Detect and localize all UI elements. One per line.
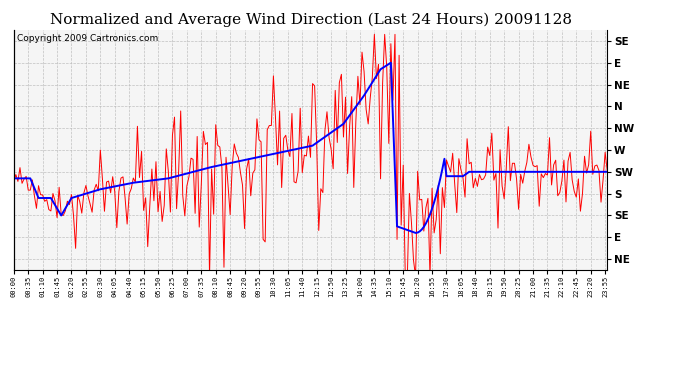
Title: Normalized and Average Wind Direction (Last 24 Hours) 20091128: Normalized and Average Wind Direction (L… (50, 13, 571, 27)
Text: Copyright 2009 Cartronics.com: Copyright 2009 Cartronics.com (17, 34, 158, 43)
